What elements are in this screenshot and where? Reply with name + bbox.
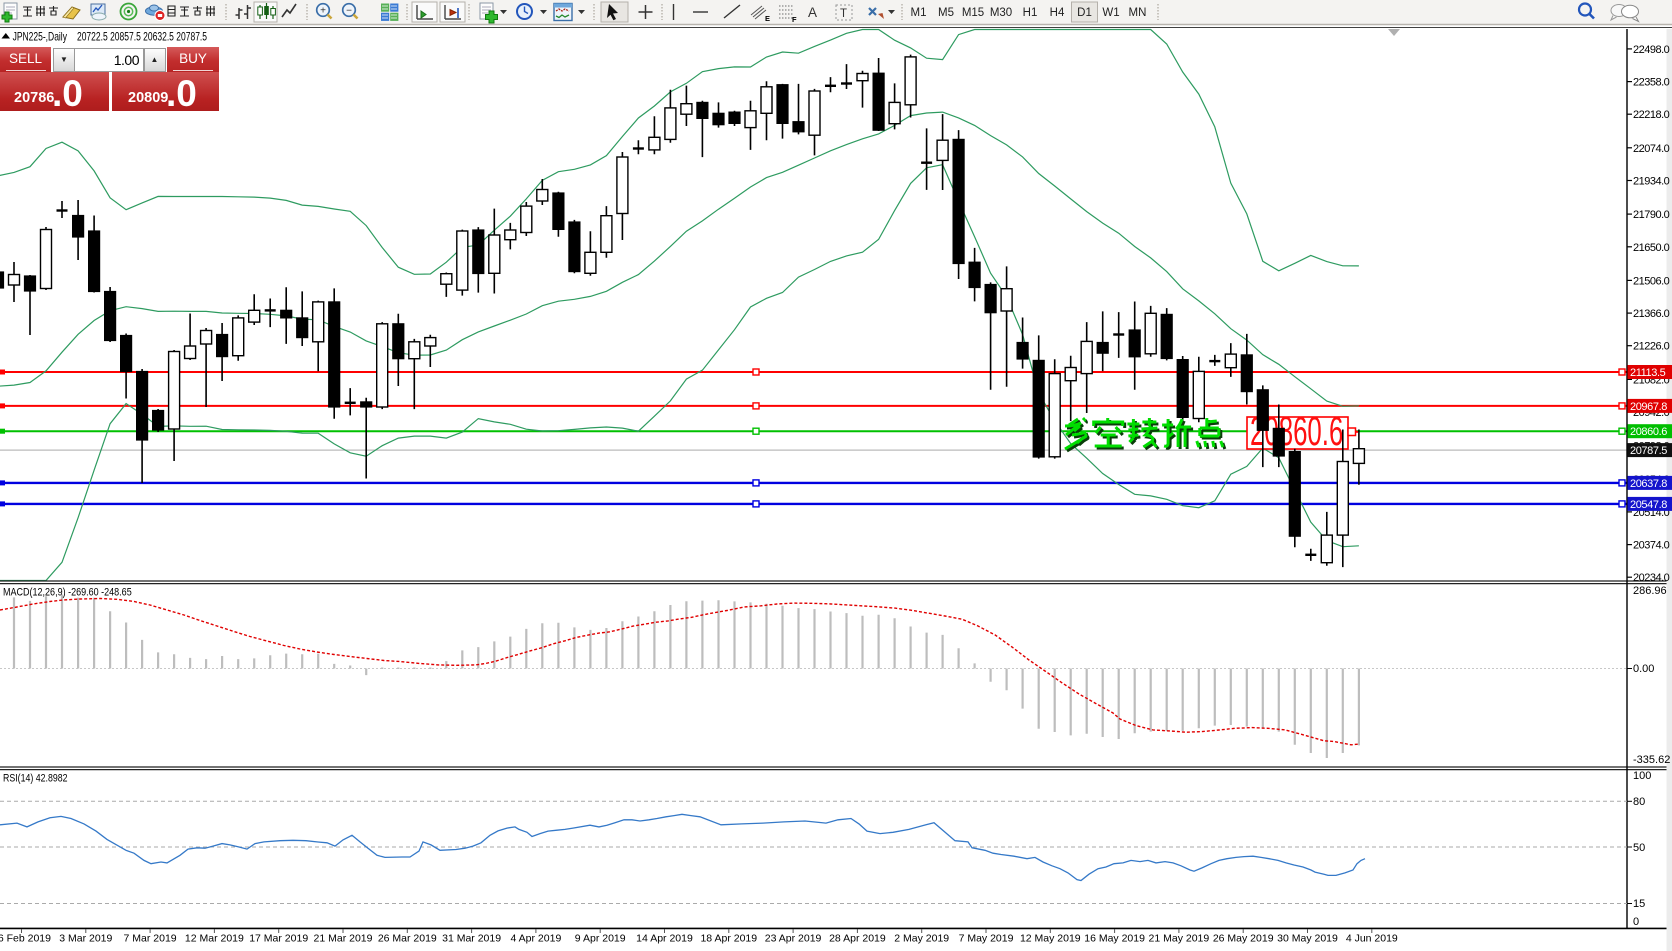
svg-text:28 Apr 2019: 28 Apr 2019: [829, 933, 886, 945]
svg-text:30 May 2019: 30 May 2019: [1277, 933, 1338, 945]
svg-text:3 Mar 2019: 3 Mar 2019: [59, 933, 112, 945]
svg-text:21506.0: 21506.0: [1633, 275, 1670, 287]
svg-text:E: E: [765, 14, 770, 23]
svg-text:RSI(14) 42.8982: RSI(14) 42.8982: [3, 773, 68, 785]
svg-text:M30: M30: [990, 7, 1012, 19]
svg-text:21934.0: 21934.0: [1633, 176, 1670, 188]
svg-text:21790.0: 21790.0: [1633, 209, 1670, 221]
svg-text:21 Mar 2019: 21 Mar 2019: [314, 933, 373, 945]
svg-text:21 May 2019: 21 May 2019: [1149, 933, 1210, 945]
svg-text:21650.0: 21650.0: [1633, 242, 1670, 254]
svg-text:W1: W1: [1102, 7, 1119, 19]
svg-text:A: A: [808, 5, 817, 20]
svg-text:21366.0: 21366.0: [1633, 308, 1670, 320]
svg-text:20637.8: 20637.8: [1630, 478, 1667, 490]
svg-text:F: F: [792, 15, 797, 24]
svg-text:26 Feb 2019: 26 Feb 2019: [0, 933, 51, 945]
svg-text:20967.8: 20967.8: [1630, 401, 1667, 413]
svg-text:JPN225-,Daily: JPN225-,Daily: [13, 32, 68, 45]
svg-text:21113.5: 21113.5: [1630, 367, 1666, 379]
svg-text:31 Mar 2019: 31 Mar 2019: [442, 933, 501, 945]
svg-text:26 Mar 2019: 26 Mar 2019: [378, 933, 437, 945]
svg-text:4 Jun 2019: 4 Jun 2019: [1346, 933, 1398, 945]
svg-text:2 May 2019: 2 May 2019: [894, 933, 949, 945]
svg-text:15: 15: [1633, 898, 1645, 910]
svg-text:7 Mar 2019: 7 Mar 2019: [124, 933, 177, 945]
svg-text:0: 0: [1633, 916, 1639, 928]
svg-text:H1: H1: [1023, 7, 1038, 19]
svg-text:22218.0: 22218.0: [1633, 109, 1670, 121]
svg-text:22498.0: 22498.0: [1633, 44, 1670, 56]
svg-text:7 May 2019: 7 May 2019: [959, 933, 1014, 945]
svg-text:22074.0: 22074.0: [1633, 143, 1670, 155]
svg-text:18 Apr 2019: 18 Apr 2019: [700, 933, 757, 945]
svg-text:M1: M1: [911, 7, 927, 19]
svg-text:12 Mar 2019: 12 Mar 2019: [185, 933, 244, 945]
svg-text:23 Apr 2019: 23 Apr 2019: [765, 933, 822, 945]
svg-text:21226.0: 21226.0: [1633, 341, 1670, 353]
svg-text:−: −: [346, 6, 352, 17]
svg-text:4 Apr 2019: 4 Apr 2019: [511, 933, 562, 945]
svg-text:0.00: 0.00: [1633, 663, 1654, 675]
svg-text:17 Mar 2019: 17 Mar 2019: [249, 933, 308, 945]
svg-text:20374.0: 20374.0: [1633, 540, 1670, 552]
svg-text:20722.5 20857.5 20632.5 20787.: 20722.5 20857.5 20632.5 20787.5: [77, 32, 207, 45]
svg-text:14 Apr 2019: 14 Apr 2019: [636, 933, 693, 945]
svg-text:100: 100: [1633, 770, 1651, 782]
svg-text:20547.8: 20547.8: [1630, 499, 1667, 511]
svg-text:286.96: 286.96: [1633, 585, 1667, 597]
svg-text:+: +: [320, 6, 326, 17]
svg-text:22358.0: 22358.0: [1633, 77, 1670, 89]
svg-text:80: 80: [1633, 796, 1645, 808]
svg-text:H4: H4: [1050, 7, 1065, 19]
svg-text:26 May 2019: 26 May 2019: [1213, 933, 1274, 945]
svg-text:12 May 2019: 12 May 2019: [1020, 933, 1081, 945]
svg-text:T: T: [840, 8, 847, 20]
svg-text:20787.5: 20787.5: [1630, 445, 1667, 457]
svg-text:16 May 2019: 16 May 2019: [1084, 933, 1145, 945]
svg-text:M15: M15: [962, 7, 984, 19]
svg-text:MN: MN: [1129, 7, 1147, 19]
svg-text:9 Apr 2019: 9 Apr 2019: [575, 933, 626, 945]
svg-text:MACD(12,26,9) -269.60 -248.65: MACD(12,26,9) -269.60 -248.65: [3, 587, 132, 599]
svg-text:50: 50: [1633, 842, 1645, 854]
svg-text:M5: M5: [938, 7, 954, 19]
svg-text:-335.62: -335.62: [1633, 754, 1670, 766]
svg-text:D1: D1: [1077, 7, 1092, 19]
svg-text:20234.0: 20234.0: [1633, 572, 1670, 584]
svg-text:20860.6: 20860.6: [1630, 426, 1667, 438]
